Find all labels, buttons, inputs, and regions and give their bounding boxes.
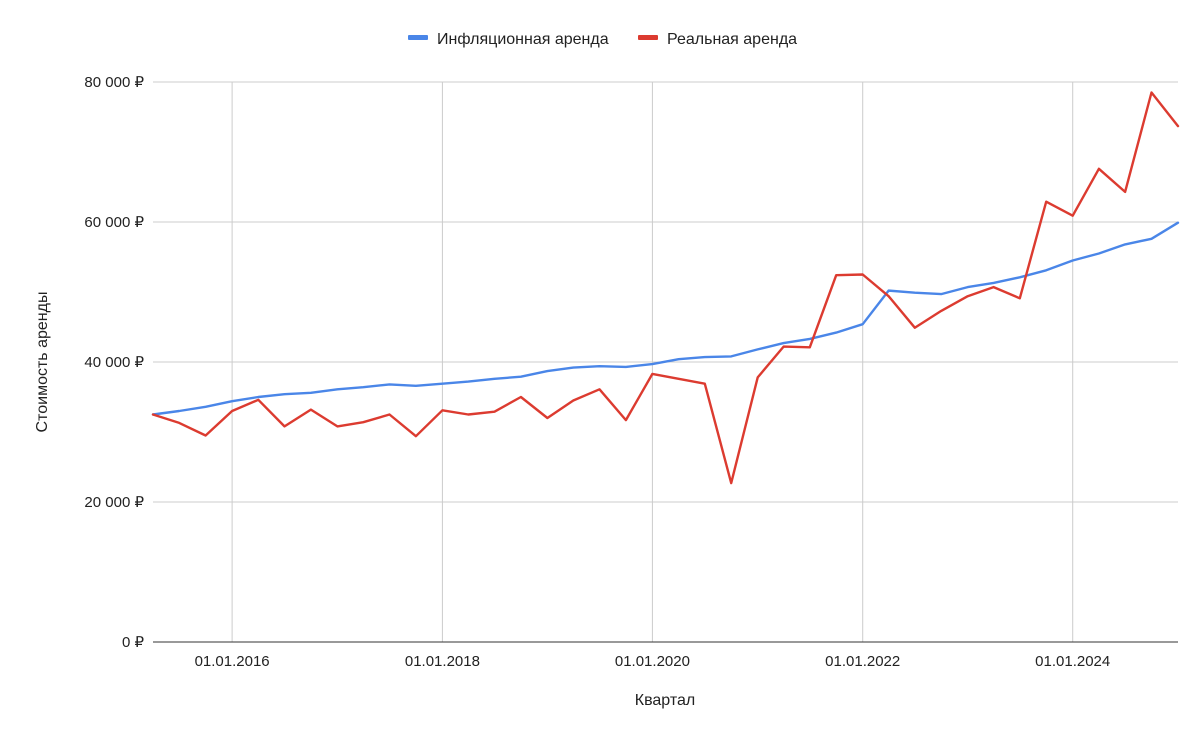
y-axis-ticks: 0 ₽ 20 000 ₽ 40 000 ₽ 60 000 ₽ 80 000 ₽ <box>84 74 144 651</box>
x-tick-label: 01.01.2016 <box>195 653 270 670</box>
y-tick-label: 80 000 ₽ <box>84 74 144 91</box>
x-tick-label: 01.01.2024 <box>1035 653 1110 670</box>
grid <box>153 81 1178 643</box>
legend: Инфляционная аренда Реальная аренда <box>408 31 797 48</box>
series-line-inflation <box>151 221 1180 416</box>
x-axis-title: Квартал <box>635 692 695 709</box>
y-tick-label: 40 000 ₽ <box>84 354 144 371</box>
legend-label-real: Реальная аренда <box>667 31 797 48</box>
y-tick-label: 0 ₽ <box>122 634 145 651</box>
series-line-real <box>151 91 1180 485</box>
y-tick-label: 20 000 ₽ <box>84 494 144 511</box>
x-tick-label: 01.01.2020 <box>615 653 690 670</box>
y-axis-title: Стоимость аренды <box>34 292 51 433</box>
legend-swatch-real <box>638 35 658 40</box>
legend-swatch-inflation <box>408 35 428 40</box>
x-tick-label: 01.01.2018 <box>405 653 480 670</box>
legend-label-inflation: Инфляционная аренда <box>437 31 609 48</box>
x-tick-label: 01.01.2022 <box>825 653 900 670</box>
x-axis-ticks: 01.01.2016 01.01.2018 01.01.2020 01.01.2022… <box>195 653 1111 670</box>
series <box>151 91 1180 485</box>
y-tick-label: 60 000 ₽ <box>84 214 144 231</box>
